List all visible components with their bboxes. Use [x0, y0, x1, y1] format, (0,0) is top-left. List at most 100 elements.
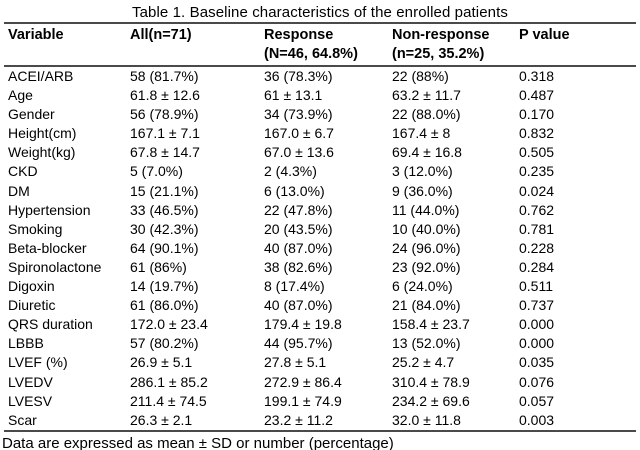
- table-row: Beta-blocker 64 (90.1%) 40 (87.0%) 24 (96.0…: [4, 239, 636, 258]
- column-header-non-response: Non-response (n=25, 35.2%): [388, 23, 515, 67]
- value-cell: 58 (81.7%): [130, 68, 199, 84]
- table-row: LVESV 211.4 ± 74.5 199.1 ± 74.9 234.2 ± 69.…: [4, 392, 636, 411]
- value-cell: 61 ± 13.1: [264, 87, 323, 104]
- value-cell: 0.057: [519, 392, 555, 409]
- value-cell: 27.8 ± 5.1: [264, 354, 327, 371]
- value-cell: 22 (88%): [392, 68, 449, 84]
- value-cell: 67.0 ± 13.6: [264, 144, 334, 161]
- row-label-cell: Gender: [8, 106, 55, 123]
- value-cell: 22 (88.0%): [392, 106, 461, 123]
- table-body: ACEI/ARB 58 (81.7%) 36 (78.3%) 22 (88%) 0.31…: [4, 66, 636, 431]
- row-label-cell: Spironolactone: [8, 258, 102, 275]
- table-footnote: Data are expressed as mean ± SD or numbe…: [2, 434, 394, 450]
- value-cell: 0.762: [519, 201, 555, 218]
- value-cell: 199.1 ± 74.9: [264, 392, 342, 409]
- value-cell: 34 (73.9%): [264, 106, 333, 123]
- table-row: DM 15 (21.1%) 6 (13.0%) 9 (36.0%) 0.024: [4, 182, 636, 201]
- value-cell: 0.511: [519, 278, 553, 295]
- table-row: Diuretic 61 (86.0%) 40 (87.0%) 21 (84.0%) 0.…: [4, 296, 636, 315]
- table-row: Gender 56 (78.9%) 34 (73.9%) 22 (88.0%) 0.17…: [4, 105, 636, 124]
- value-cell: 57 (80.2%): [130, 335, 199, 352]
- row-label-cell: Scar: [8, 411, 37, 428]
- table-header-row: Variable All(n=71) Response (N=46, 64.8%) No…: [4, 23, 636, 67]
- value-cell: 67.8 ± 14.7: [130, 144, 200, 161]
- table-row: Weight(kg) 67.8 ± 14.7 67.0 ± 13.6 69.4 ± 1…: [4, 143, 636, 162]
- value-cell: 272.9 ± 86.4: [264, 373, 342, 390]
- value-cell: 11 (44.0%): [392, 201, 460, 218]
- column-header-subtext: (n=25, 35.2%): [392, 46, 485, 62]
- value-cell: 25.2 ± 4.7: [392, 354, 455, 371]
- value-cell: 9 (36.0%): [392, 182, 453, 199]
- table-row: Smoking 30 (42.3%) 20 (43.5%) 10 (40.0%) 0.7…: [4, 220, 636, 239]
- table-header: Variable All(n=71) Response (N=46, 64.8%) No…: [4, 23, 636, 67]
- row-label-cell: Hypertension: [8, 201, 91, 218]
- row-label-cell: LVEF (%): [8, 354, 68, 371]
- value-cell: 20 (43.5%): [264, 220, 333, 237]
- value-cell: 0.076: [519, 373, 555, 390]
- value-cell: 63.2 ± 11.7: [392, 87, 461, 104]
- value-cell: 0.170: [519, 106, 555, 123]
- value-cell: 23 (92.0%): [392, 258, 461, 275]
- value-cell: 158.4 ± 23.7: [392, 316, 470, 333]
- value-cell: 8 (17.4%): [264, 278, 325, 295]
- value-cell: 24 (96.0%): [392, 239, 461, 256]
- value-cell: 0.505: [519, 144, 555, 161]
- column-header-label: Non-response: [392, 27, 490, 43]
- value-cell: 0.235: [519, 163, 555, 180]
- column-header-variable: Variable: [4, 23, 126, 67]
- row-label-cell: Beta-blocker: [8, 239, 87, 256]
- table-row: Height(cm) 167.1 ± 7.1 167.0 ± 6.7 167.4 ± …: [4, 124, 636, 143]
- value-cell: 167.1 ± 7.1: [130, 125, 200, 142]
- value-cell: 23.2 ± 11.2: [264, 411, 333, 428]
- table-row: Age 61.8 ± 12.6 61 ± 13.1 63.2 ± 11.7 0.487: [4, 86, 636, 105]
- table-row: Digoxin 14 (19.7%) 8 (17.4%) 6 (24.0%) 0.511: [4, 277, 636, 296]
- value-cell: 61 (86%): [130, 258, 187, 275]
- value-cell: 172.0 ± 23.4: [130, 316, 208, 333]
- table-caption: Table 1. Baseline characteristics of the…: [131, 4, 508, 21]
- value-cell: 286.1 ± 85.2: [130, 373, 208, 390]
- row-label-cell: Diuretic: [8, 297, 56, 314]
- column-header-label: Response: [264, 27, 334, 43]
- value-cell: 26.9 ± 5.1: [130, 354, 193, 371]
- row-label-cell: DM: [8, 182, 30, 199]
- value-cell: 32.0 ± 11.8: [392, 411, 461, 428]
- value-cell: 5 (7.0%): [130, 163, 183, 180]
- row-label-cell: Age: [8, 87, 33, 104]
- value-cell: 234.2 ± 69.6: [392, 392, 470, 409]
- value-cell: 0.318: [519, 68, 555, 84]
- value-cell: 15 (21.1%): [130, 182, 199, 199]
- value-cell: 2 (4.3%): [264, 163, 317, 180]
- row-label-cell: Smoking: [8, 220, 63, 237]
- row-label-cell: ACEI/ARB: [8, 68, 74, 84]
- column-header-p-value: P value: [515, 23, 636, 67]
- value-cell: 61 (86.0%): [130, 297, 199, 314]
- value-cell: 310.4 ± 78.9: [392, 373, 470, 390]
- value-cell: 21 (84.0%): [392, 297, 461, 314]
- value-cell: 40 (87.0%): [264, 239, 333, 256]
- value-cell: 0.228: [519, 239, 555, 256]
- value-cell: 211.4 ± 74.5: [130, 392, 207, 409]
- value-cell: 0.487: [519, 87, 555, 104]
- value-cell: 167.4 ± 8: [392, 125, 451, 142]
- table-row: QRS duration 172.0 ± 23.4 179.4 ± 19.8 158.…: [4, 315, 636, 334]
- value-cell: 3 (12.0%): [392, 163, 453, 180]
- value-cell: 0.832: [519, 125, 555, 142]
- table-row: Hypertension 33 (46.5%) 22 (47.8%) 11 (44.0…: [4, 201, 636, 220]
- table-row: Spironolactone 61 (86%) 38 (82.6%) 23 (92.0…: [4, 258, 636, 277]
- value-cell: 14 (19.7%): [130, 278, 199, 295]
- value-cell: 167.0 ± 6.7: [264, 125, 334, 142]
- column-header-label: P value: [519, 27, 570, 43]
- value-cell: 64 (90.1%): [130, 239, 199, 256]
- column-header-subtext: (N=46, 64.8%): [264, 46, 358, 62]
- value-cell: 0.000: [519, 316, 555, 333]
- row-label-cell: Height(cm): [8, 125, 77, 142]
- row-label-cell: QRS duration: [8, 316, 93, 333]
- table-row: LVEDV 286.1 ± 85.2 272.9 ± 86.4 310.4 ± 78.…: [4, 373, 636, 392]
- value-cell: 13 (52.0%): [392, 335, 461, 352]
- row-label-cell: LBBB: [8, 335, 44, 352]
- table-row: ACEI/ARB 58 (81.7%) 36 (78.3%) 22 (88%) 0.31…: [4, 66, 636, 86]
- value-cell: 6 (24.0%): [392, 278, 453, 295]
- value-cell: 179.4 ± 19.8: [264, 316, 342, 333]
- row-label-cell: Digoxin: [8, 278, 55, 295]
